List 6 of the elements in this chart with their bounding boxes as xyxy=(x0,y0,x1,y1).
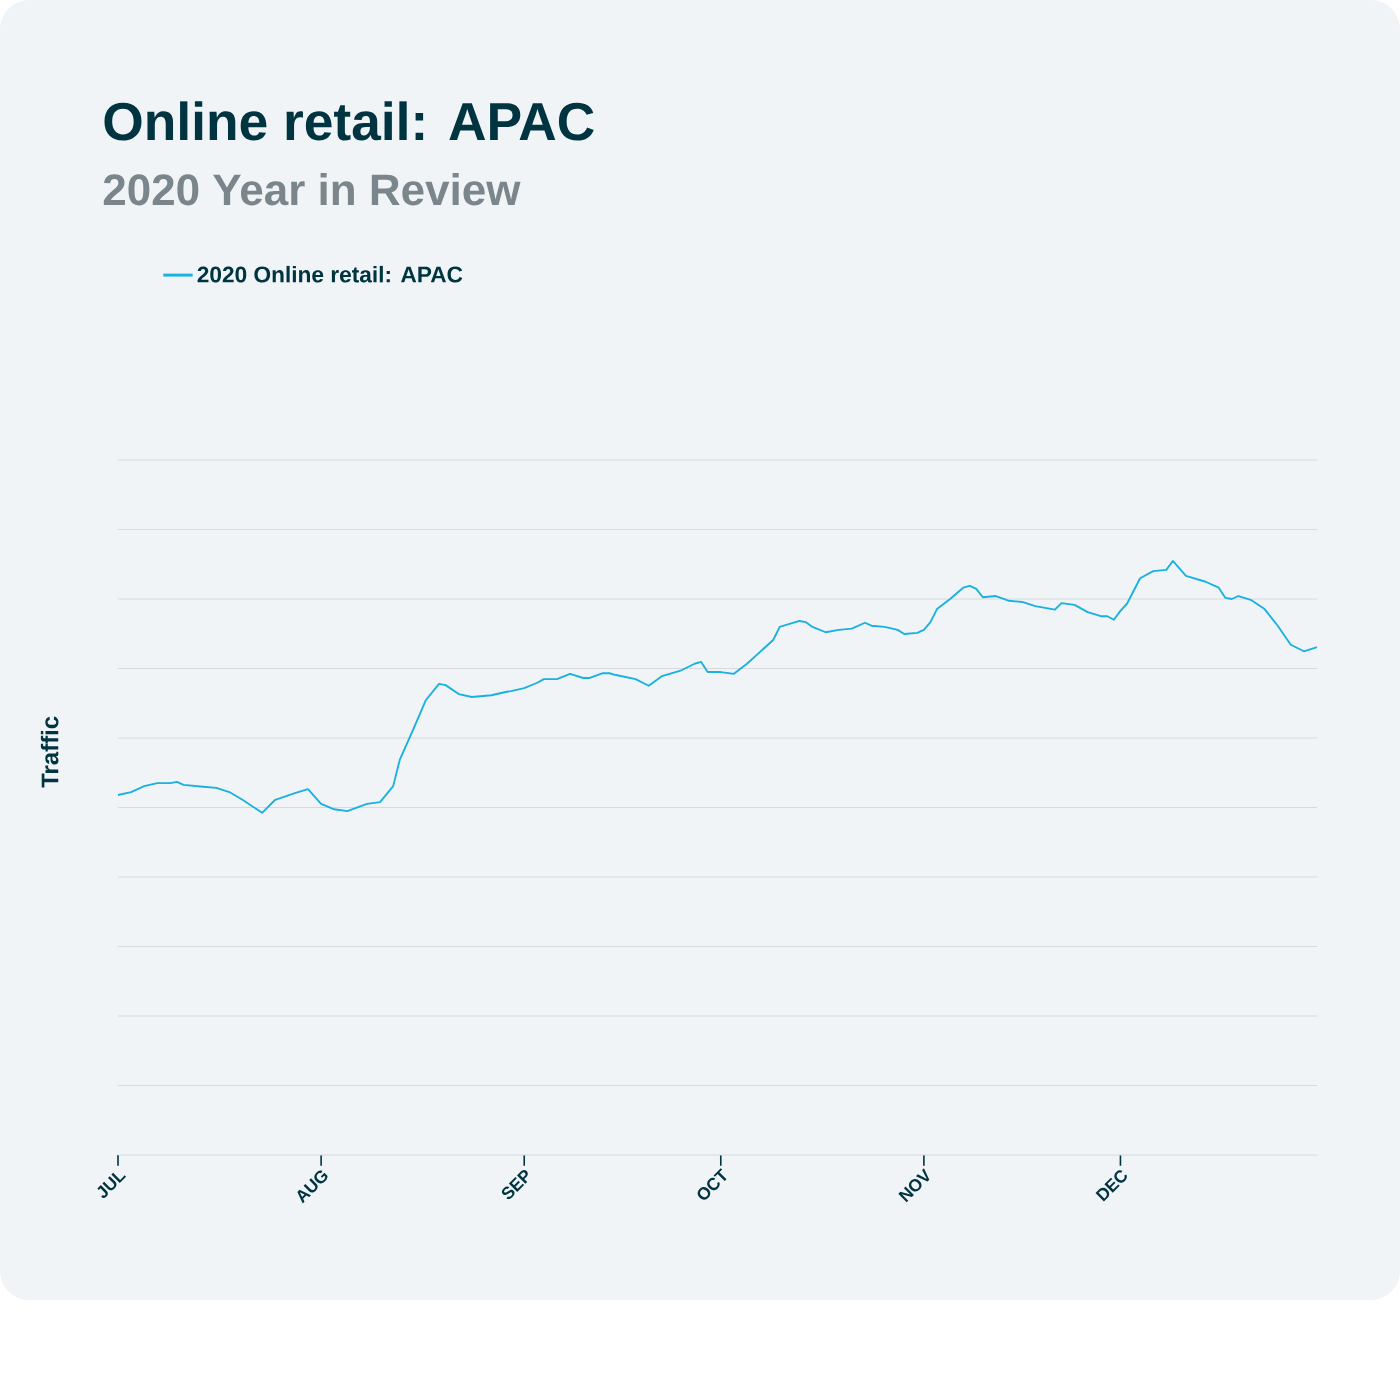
x-tick-label: SEP xyxy=(501,1169,528,1200)
chart-subtitle: 2020 Year in Review xyxy=(103,173,521,206)
y-axis-title: Traffic xyxy=(40,716,59,788)
legend-label: 2020 Online retail: APAC xyxy=(197,265,463,283)
x-tick-label: JUL xyxy=(97,1172,127,1198)
chart-title: Online retail: APAC xyxy=(104,101,594,141)
